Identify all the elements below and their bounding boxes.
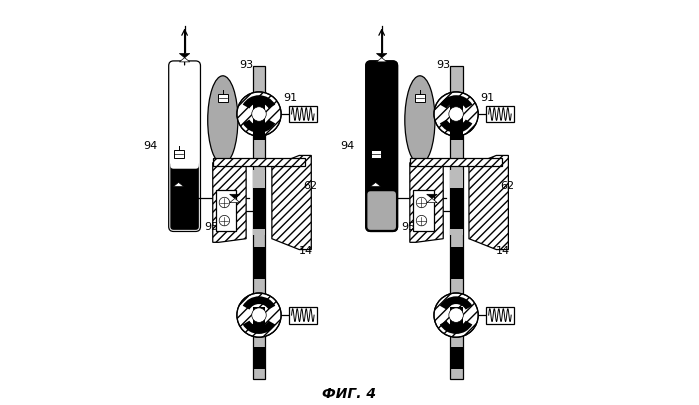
Text: 95: 95	[204, 222, 218, 232]
Bar	[449, 347, 463, 369]
Bar	[289, 106, 317, 122]
Polygon shape	[377, 53, 387, 58]
Wedge shape	[243, 296, 275, 309]
Bar	[449, 100, 463, 140]
Polygon shape	[212, 163, 246, 242]
Text: 91: 91	[283, 93, 297, 103]
Bar	[413, 190, 433, 231]
Text: 92: 92	[252, 353, 266, 363]
Bar	[449, 247, 463, 279]
Wedge shape	[440, 95, 473, 109]
Text: 93: 93	[239, 60, 253, 70]
Text: 14: 14	[496, 246, 510, 256]
Bar	[218, 94, 228, 102]
Wedge shape	[243, 95, 275, 109]
Circle shape	[417, 215, 426, 226]
Polygon shape	[173, 178, 184, 182]
Wedge shape	[243, 119, 275, 133]
Bar	[217, 190, 236, 231]
Wedge shape	[243, 321, 275, 334]
Bar	[252, 66, 266, 379]
Text: 92: 92	[449, 353, 463, 363]
Bar	[289, 307, 317, 324]
Bar	[252, 247, 266, 279]
Text: 62: 62	[303, 181, 317, 192]
Bar	[487, 307, 514, 324]
Text: 93: 93	[436, 60, 450, 70]
Wedge shape	[440, 119, 473, 133]
FancyBboxPatch shape	[368, 191, 396, 230]
Polygon shape	[426, 198, 437, 202]
Bar	[415, 94, 425, 102]
Polygon shape	[230, 198, 240, 202]
Polygon shape	[370, 182, 381, 187]
Polygon shape	[377, 58, 387, 62]
Wedge shape	[440, 296, 473, 309]
Text: ФИГ. 4: ФИГ. 4	[322, 386, 377, 401]
Bar	[370, 150, 381, 158]
Bar	[252, 100, 266, 140]
Text: 62: 62	[500, 181, 514, 192]
Text: 95: 95	[401, 222, 415, 232]
Polygon shape	[410, 163, 443, 242]
Bar	[252, 188, 266, 217]
Bar	[487, 106, 514, 122]
Wedge shape	[440, 321, 473, 334]
Circle shape	[417, 197, 426, 208]
FancyBboxPatch shape	[171, 62, 199, 169]
Bar	[449, 66, 463, 379]
FancyBboxPatch shape	[366, 61, 398, 232]
Bar	[449, 170, 463, 235]
Bar	[449, 188, 463, 217]
Ellipse shape	[405, 76, 435, 164]
Text: 94: 94	[143, 141, 157, 151]
Bar	[252, 347, 266, 369]
Circle shape	[252, 107, 266, 121]
Polygon shape	[230, 194, 240, 198]
Bar	[449, 198, 463, 229]
Circle shape	[434, 293, 478, 337]
Circle shape	[449, 308, 463, 322]
Bar	[449, 307, 463, 329]
Polygon shape	[180, 58, 190, 62]
Bar	[252, 170, 266, 235]
Circle shape	[219, 215, 230, 226]
Polygon shape	[370, 178, 381, 182]
Circle shape	[449, 107, 463, 121]
Ellipse shape	[208, 76, 238, 164]
Polygon shape	[180, 53, 190, 58]
Text: 14: 14	[299, 246, 313, 256]
Circle shape	[434, 92, 478, 136]
Bar	[173, 150, 184, 158]
FancyBboxPatch shape	[171, 162, 199, 230]
Text: 91: 91	[480, 93, 494, 103]
Circle shape	[219, 197, 230, 208]
Circle shape	[252, 308, 266, 322]
Text: 94: 94	[340, 141, 354, 151]
Polygon shape	[469, 156, 508, 249]
Bar	[410, 158, 503, 166]
Bar	[252, 307, 266, 329]
Bar	[252, 198, 266, 229]
Polygon shape	[426, 194, 437, 198]
Circle shape	[237, 293, 281, 337]
Polygon shape	[173, 182, 184, 187]
Circle shape	[237, 92, 281, 136]
Bar	[212, 158, 305, 166]
Polygon shape	[272, 156, 311, 249]
